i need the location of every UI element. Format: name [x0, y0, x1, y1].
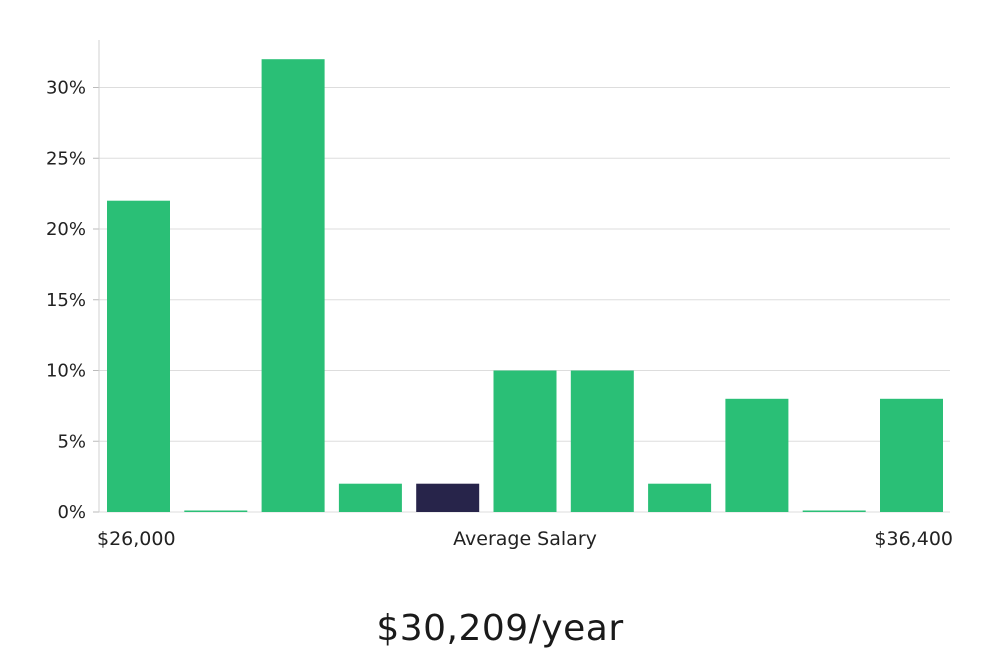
y-tick-label: 30%	[46, 78, 86, 99]
bar	[184, 510, 248, 512]
x-axis-min-label: $26,000	[97, 528, 176, 550]
bar	[648, 483, 712, 512]
bar	[261, 59, 325, 512]
bar	[493, 370, 557, 512]
x-axis-title: Average Salary	[453, 528, 597, 550]
x-axis-max-label: $36,400	[874, 528, 953, 550]
y-axis-ticks: 0% 5% 10% 15% 20% 25% 30%	[46, 78, 99, 523]
bar	[570, 370, 634, 512]
y-tick-label: 5%	[57, 431, 86, 452]
y-tick-label: 15%	[46, 290, 86, 311]
bar	[725, 398, 789, 512]
bar	[107, 200, 170, 512]
bar	[880, 398, 943, 512]
bars	[107, 59, 943, 512]
bar	[338, 483, 402, 512]
y-tick-label: 20%	[46, 219, 86, 240]
average-salary-value: $30,209/year	[376, 608, 624, 649]
y-tick-label: 0%	[57, 502, 86, 523]
y-tick-label: 25%	[46, 148, 86, 169]
bar	[802, 510, 866, 512]
y-tick-label: 10%	[46, 361, 86, 382]
bar-highlight	[416, 483, 480, 512]
